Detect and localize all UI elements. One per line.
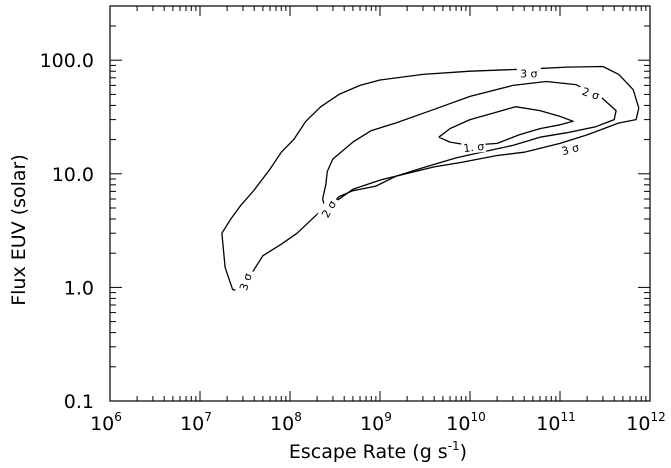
contour-layer bbox=[221, 65, 640, 294]
x-axis-title-superscript: -1 bbox=[448, 439, 460, 453]
contour-label-backdrop bbox=[316, 195, 340, 223]
x-tick-label: 1012 bbox=[626, 410, 665, 435]
y-tick-label: 1.0 bbox=[64, 277, 94, 299]
x-tick-label: 1010 bbox=[446, 410, 485, 435]
contour-label: 3 σ bbox=[560, 141, 580, 158]
contour-label: 3 σ bbox=[237, 272, 255, 293]
contour-label: 2 σ bbox=[580, 85, 601, 103]
contour-label-backdrop bbox=[235, 268, 255, 296]
y-axis-title: Flux EUV (solar) bbox=[8, 154, 30, 306]
x-tick-label: 108 bbox=[270, 410, 302, 435]
x-tick-label: 107 bbox=[180, 410, 212, 435]
x-axis-title-main: Escape Rate (g s bbox=[289, 441, 448, 463]
y-axis: 0.1 1.0 10.0 100.0 bbox=[40, 25, 650, 413]
contour-label-group: 2 σ bbox=[577, 83, 605, 103]
contour-label-group: 1. σ bbox=[461, 138, 487, 155]
contour-label-backdrop bbox=[516, 66, 541, 80]
plot-border bbox=[109, 5, 651, 402]
y-tick-label: 0.1 bbox=[64, 391, 94, 413]
contour-line-3 bbox=[438, 106, 574, 147]
contour-label-backdrop bbox=[556, 139, 584, 159]
contour-label: 3 σ bbox=[520, 68, 537, 81]
contour-label-layer: 3 σ3 σ3 σ2 σ2 σ1. σ bbox=[235, 66, 605, 296]
y-tick-label: 10.0 bbox=[52, 164, 94, 186]
contour-label-group: 3 σ bbox=[235, 268, 255, 296]
x-tick-label: 109 bbox=[360, 410, 392, 435]
x-tick-label: 1011 bbox=[536, 410, 575, 435]
contour-line-2 bbox=[321, 80, 617, 211]
x-axis-title: Escape Rate (g s-1) bbox=[289, 439, 467, 463]
plot-frame bbox=[109, 5, 651, 402]
contour-line-1 bbox=[221, 65, 640, 294]
contour-label-group: 3 σ bbox=[556, 139, 584, 159]
contour-label-backdrop bbox=[577, 83, 605, 103]
x-axis-title-close: ) bbox=[460, 441, 467, 463]
x-axis: 106 107 108 109 1010 1011 1012 bbox=[90, 6, 666, 435]
contour-label: 1. σ bbox=[463, 140, 485, 155]
contour-label-backdrop bbox=[461, 138, 487, 155]
contour-label-group: 3 σ bbox=[516, 66, 541, 81]
y-tick-label: 100.0 bbox=[40, 50, 94, 72]
x-tick-label: 106 bbox=[90, 410, 122, 435]
